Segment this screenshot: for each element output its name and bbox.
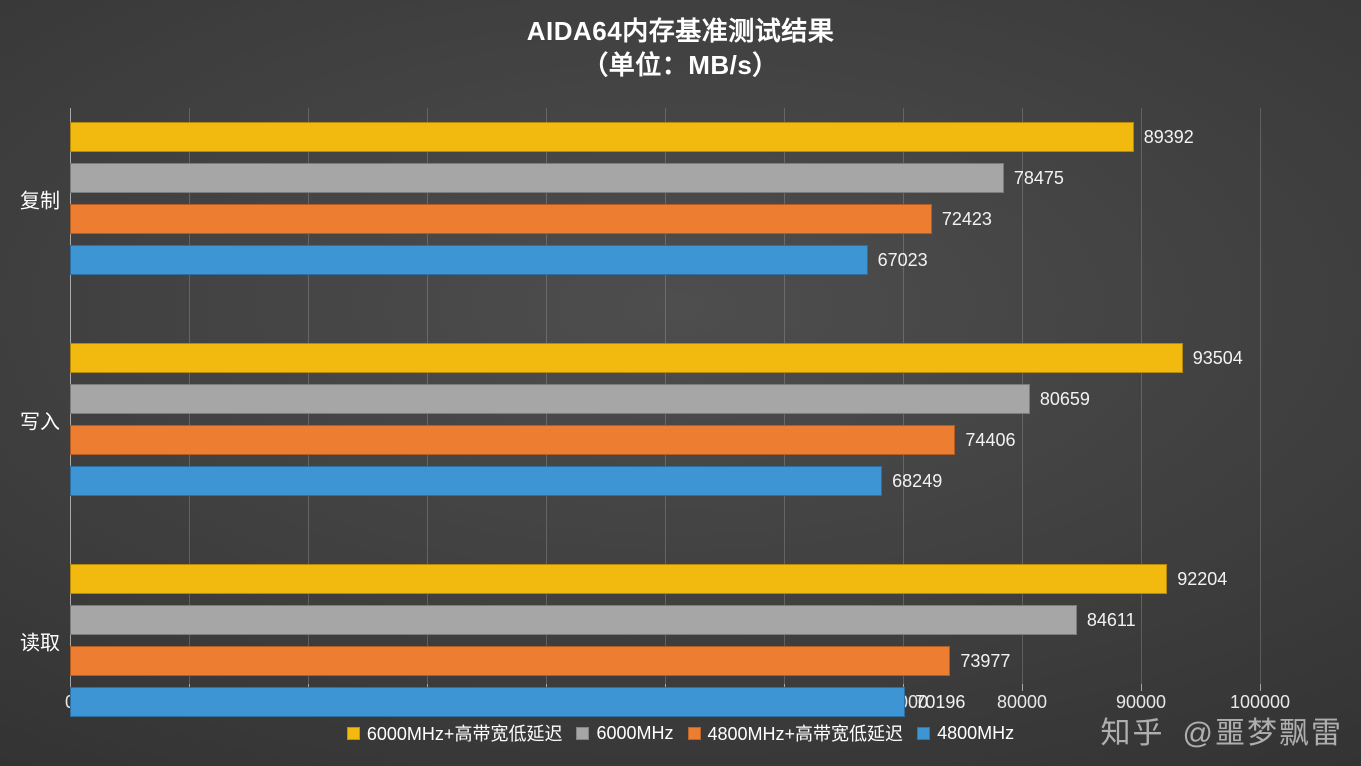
bar (70, 343, 1183, 373)
legend-label: 4800MHz (937, 723, 1014, 744)
bar (70, 384, 1030, 414)
bar (70, 204, 932, 234)
chart-title-line1: AIDA64内存基准测试结果 (0, 14, 1361, 48)
legend-label: 6000MHz+高带宽低延迟 (367, 720, 563, 746)
bar (70, 245, 868, 275)
bar-value-label: 84611 (1087, 610, 1136, 631)
legend-swatch (576, 727, 589, 740)
legend-item: 4800MHz (917, 723, 1014, 744)
bar-value-label: 78475 (1014, 168, 1064, 189)
chart-title-line2: （单位：MB/s） (0, 48, 1361, 82)
gridline (1260, 108, 1261, 684)
bar-value-label: 70196 (915, 692, 965, 713)
bar-value-label: 67023 (878, 250, 928, 271)
bar-value-label: 68249 (892, 471, 942, 492)
legend-swatch (688, 727, 701, 740)
legend: 6000MHz+高带宽低延迟 6000MHz 4800MHz+高带宽低延迟 4800M… (0, 720, 1361, 746)
bar-value-label: 80659 (1040, 389, 1090, 410)
chart-title: AIDA64内存基准测试结果 （单位：MB/s） (0, 0, 1361, 82)
bar (70, 122, 1134, 152)
bar (70, 564, 1167, 594)
bar (70, 646, 950, 676)
bar (70, 687, 905, 717)
bar (70, 466, 882, 496)
bar-group: 复制89392784757242367023 (70, 108, 1260, 289)
legend-swatch (347, 727, 360, 740)
category-label: 复制 (12, 184, 60, 213)
legend-item: 4800MHz+高带宽低延迟 (688, 720, 904, 746)
legend-item: 6000MHz+高带宽低延迟 (347, 720, 563, 746)
bar-group: 读取92204846117397770196 (70, 550, 1260, 731)
x-tick-mark (1260, 684, 1261, 691)
category-label: 写入 (12, 405, 60, 434)
plot-area: 0100002000030000400005000060000700008000… (70, 108, 1260, 684)
bar-value-label: 74406 (965, 430, 1015, 451)
bar-value-label: 89392 (1144, 127, 1194, 148)
bar-value-label: 92204 (1177, 569, 1227, 590)
bar (70, 163, 1004, 193)
legend-label: 6000MHz (596, 723, 673, 744)
bar-value-label: 72423 (942, 209, 992, 230)
legend-label: 4800MHz+高带宽低延迟 (708, 720, 904, 746)
bar (70, 425, 955, 455)
legend-swatch (917, 727, 930, 740)
category-label: 读取 (12, 626, 60, 655)
legend-item: 6000MHz (576, 723, 673, 744)
chart-container: AIDA64内存基准测试结果 （单位：MB/s） 010000200003000… (0, 0, 1361, 766)
bar-value-label: 73977 (960, 651, 1010, 672)
bar-value-label: 93504 (1193, 348, 1243, 369)
bar-group: 写入93504806597440668249 (70, 329, 1260, 510)
bar (70, 605, 1077, 635)
